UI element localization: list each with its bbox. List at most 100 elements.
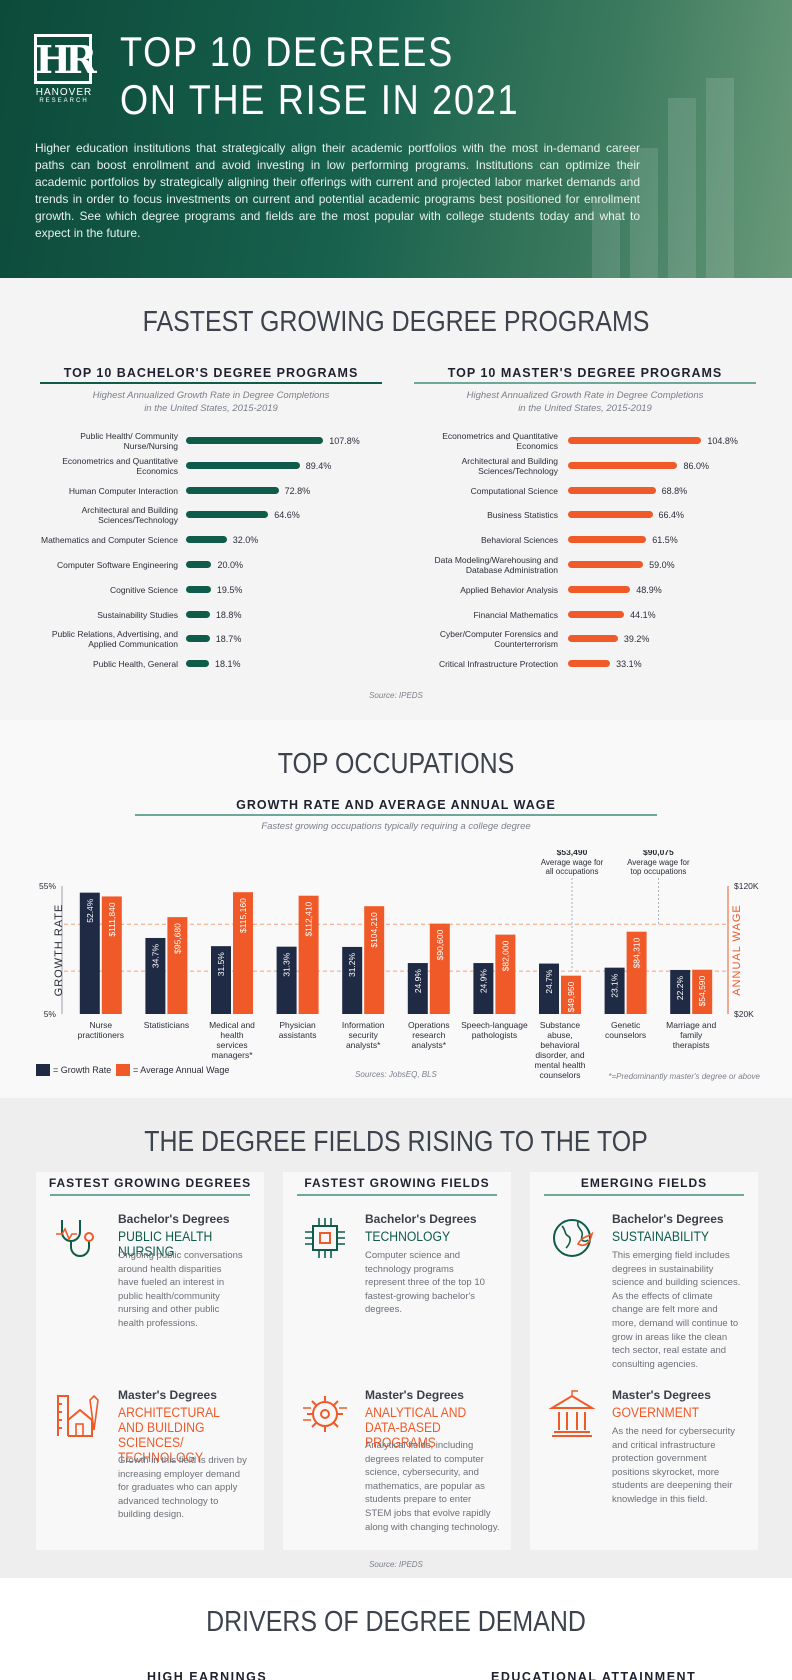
degree-level: Master's Degrees bbox=[612, 1388, 711, 1402]
bachelor-bar-value: 18.7% bbox=[215, 634, 242, 645]
master-bar bbox=[568, 585, 631, 593]
section-title-occupations: TOP OCCUPATIONS bbox=[277, 748, 515, 780]
category-label-line: services bbox=[216, 1040, 247, 1050]
wage-bar-label: $115,160 bbox=[238, 898, 248, 933]
growth-bar-label: 31.2% bbox=[347, 952, 357, 977]
occupations-note: Fastest growing occupations typically re… bbox=[261, 821, 531, 832]
card-fastest-degrees: FASTEST GROWING DEGREES Bachelor's Degre… bbox=[36, 1172, 264, 1550]
field-name: ARCHITECTURAL AND BUILDING SCIENCES/ TEC… bbox=[118, 1405, 220, 1465]
bachelor-bar-value: 32.0% bbox=[232, 535, 259, 546]
wage-bar bbox=[233, 892, 253, 1014]
category-label-line: Information bbox=[342, 1020, 385, 1030]
degree-level: Master's Degrees bbox=[118, 1388, 217, 1402]
growth-bar-label: 34.7% bbox=[150, 944, 160, 969]
degree-level: Bachelor's Degrees bbox=[612, 1212, 724, 1226]
legend-growth-label: = Growth Rate bbox=[53, 1065, 112, 1075]
legend-growth-swatch bbox=[36, 1064, 50, 1076]
category-label-line: counselors bbox=[539, 1070, 580, 1080]
growth-bar-label: 52.4% bbox=[85, 898, 95, 923]
master-bar bbox=[568, 511, 653, 519]
bachelor-bar-label: Sustainability Studies bbox=[97, 609, 178, 620]
growth-bar-label: 24.7% bbox=[544, 969, 554, 994]
growth-bar-label: 24.9% bbox=[413, 969, 423, 994]
bachelor-bar-value: 18.8% bbox=[215, 609, 242, 620]
ref-top-label1: Average wage for bbox=[627, 858, 690, 867]
category-label: Marriage and family therapists bbox=[666, 1020, 716, 1050]
bachelor-bar-label: Econometrics and Quantitative Economics bbox=[62, 455, 178, 476]
field-description: This emerging field includes degrees in … bbox=[612, 1250, 741, 1370]
bachelor-bar-value: 18.1% bbox=[215, 659, 241, 670]
category-label-line: counselors bbox=[605, 1030, 646, 1040]
master-bar-label: Architectural and Building Sciences/Tech… bbox=[461, 455, 558, 476]
decorative-bars bbox=[592, 70, 752, 278]
master-bar-label: Applied Behavior Analysis bbox=[460, 584, 558, 595]
master-bar-value: 59.0% bbox=[649, 560, 675, 570]
stethoscope-icon bbox=[56, 1220, 94, 1257]
master-bar-value: 44.1% bbox=[630, 609, 656, 620]
card-emerging-fields: EMERGING FIELDS Bachelor's Degrees SUSTA… bbox=[530, 1172, 758, 1550]
wage-bar-label: $111,840 bbox=[107, 902, 117, 936]
category-label-line: assistants bbox=[279, 1030, 317, 1040]
bachelor-chart-subtitle: Highest Annualized Growth Rate in Degree… bbox=[92, 390, 330, 414]
category-label: Genetic counselors bbox=[605, 1020, 646, 1040]
master-bar-label: Behavioral Sciences bbox=[480, 535, 558, 546]
category-label: Physician assistants bbox=[279, 1020, 317, 1040]
ref-top-label2: top occupations bbox=[630, 867, 686, 876]
master-bar bbox=[568, 610, 625, 618]
y-tick-top: 55% bbox=[39, 881, 56, 891]
growth-bar bbox=[145, 937, 166, 1014]
master-bar-value: 39.2% bbox=[623, 634, 650, 645]
ref-all-label2: all occupations bbox=[546, 867, 599, 876]
category-label: Substance abuse, behavioral disorder, and me… bbox=[534, 1020, 585, 1080]
field-name: GOVERNMENT bbox=[612, 1405, 700, 1420]
category-label-line: analysts* bbox=[412, 1040, 447, 1050]
bachelor-bar-value: 20.0% bbox=[217, 560, 243, 570]
y-right-tick-top: $120K bbox=[734, 881, 759, 891]
growth-bar bbox=[211, 946, 231, 1014]
master-bar bbox=[568, 635, 618, 643]
bachelor-bar bbox=[186, 610, 210, 618]
card-rule bbox=[297, 1194, 497, 1196]
section-title-programs: FASTEST GROWING DEGREE PROGRAMS bbox=[142, 306, 650, 338]
category-label-line: managers* bbox=[211, 1050, 253, 1060]
master-bar bbox=[568, 536, 647, 544]
master-bar bbox=[568, 561, 644, 568]
master-bar bbox=[568, 486, 656, 494]
wage-bar-label: $104,210 bbox=[369, 912, 379, 948]
page-title-line1: TOP 10 DEGREES bbox=[120, 28, 454, 75]
page-title: TOP 10 DEGREES ON THE RISE IN 2021 bbox=[120, 28, 519, 124]
category-label-line: Operations bbox=[408, 1020, 450, 1030]
master-bar-label: Econometrics and Quantitative Economics bbox=[442, 431, 558, 451]
bachelor-bar-label: Computer Software Engineering bbox=[57, 560, 178, 570]
master-bar-label: Business Statistics bbox=[487, 510, 558, 521]
card-title: FASTEST GROWING DEGREES bbox=[48, 1176, 252, 1190]
master-chart-title: TOP 10 MASTER'S DEGREE PROGRAMS bbox=[447, 366, 723, 380]
growth-bar bbox=[276, 946, 297, 1014]
growth-bar bbox=[604, 967, 625, 1014]
source-programs: Source: IPEDS bbox=[369, 691, 423, 700]
wage-bar bbox=[298, 895, 319, 1014]
y-right-axis-label: ANNUAL WAGE bbox=[731, 904, 743, 995]
globe-leaf-icon bbox=[553, 1219, 594, 1257]
ref-all-value: $53,490 bbox=[557, 850, 588, 857]
bachelor-bar bbox=[186, 511, 269, 519]
category-label-line: Substance bbox=[540, 1020, 580, 1030]
wage-bar-label: $112,410 bbox=[304, 901, 314, 936]
bachelor-title-rule bbox=[40, 382, 382, 384]
master-bar-label: Critical Infrastructure Protection bbox=[438, 659, 558, 670]
source-occupations: Sources: JobsEQ, BLS bbox=[355, 1070, 437, 1079]
wage-bar-label: $82,000 bbox=[500, 940, 510, 971]
card-title: FASTEST GROWING FIELDS bbox=[304, 1176, 490, 1190]
bachelor-bar-label: Public Relations, Advertising, and Appli… bbox=[51, 629, 178, 650]
bachelor-bar bbox=[186, 437, 324, 444]
bachelor-bar-label: Human Computer Interaction bbox=[68, 485, 178, 496]
y-tick-bottom: 5% bbox=[44, 1009, 57, 1019]
bachelor-bar-value: 107.8% bbox=[329, 436, 360, 446]
category-label-line: pathologists bbox=[472, 1030, 517, 1040]
field-description: As the need for cybersecurity and critic… bbox=[612, 1426, 736, 1505]
category-label-line: Marriage and bbox=[666, 1020, 716, 1030]
chip-icon bbox=[305, 1218, 345, 1258]
gear-data-icon bbox=[303, 1396, 347, 1432]
bachelor-bar-label: Cognitive Science bbox=[109, 584, 178, 595]
section-title-fields: THE DEGREE FIELDS RISING TO THE TOP bbox=[144, 1126, 648, 1158]
